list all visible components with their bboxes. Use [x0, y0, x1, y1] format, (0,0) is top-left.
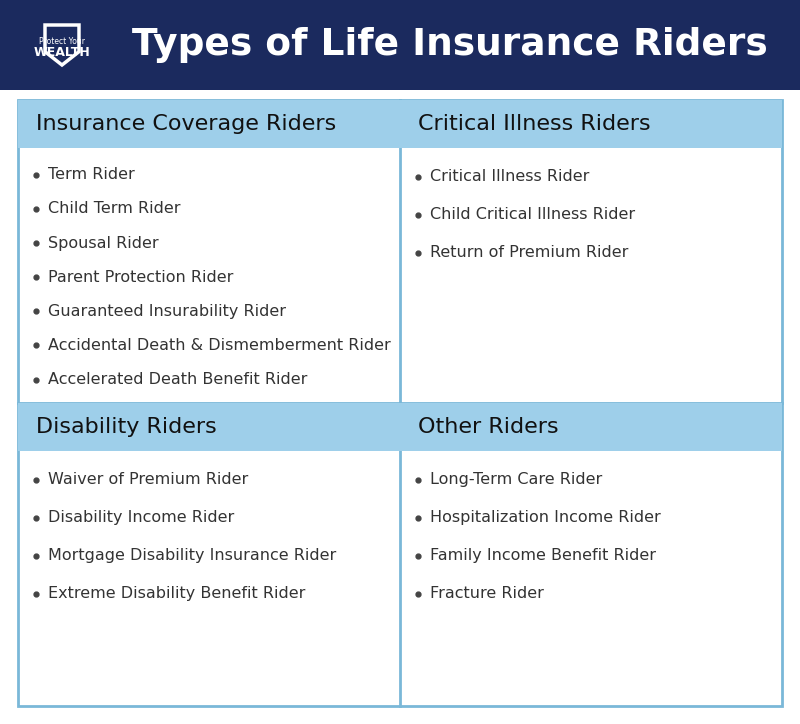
FancyBboxPatch shape — [400, 100, 782, 148]
Text: Guaranteed Insurability Rider: Guaranteed Insurability Rider — [48, 304, 286, 319]
FancyBboxPatch shape — [18, 100, 400, 148]
Text: Waiver of Premium Rider: Waiver of Premium Rider — [48, 472, 248, 487]
FancyBboxPatch shape — [18, 403, 400, 451]
Text: Child Term Rider: Child Term Rider — [48, 201, 181, 216]
Text: Return of Premium Rider: Return of Premium Rider — [430, 245, 628, 261]
Text: Mortgage Disability Insurance Rider: Mortgage Disability Insurance Rider — [48, 548, 336, 563]
FancyBboxPatch shape — [18, 100, 782, 706]
Text: Types of Life Insurance Riders: Types of Life Insurance Riders — [132, 27, 768, 63]
Text: Parent Protection Rider: Parent Protection Rider — [48, 270, 234, 285]
Text: Disability Riders: Disability Riders — [36, 417, 217, 437]
Text: Spousal Rider: Spousal Rider — [48, 235, 158, 251]
Text: Long-Term Care Rider: Long-Term Care Rider — [430, 472, 602, 487]
Text: Child Critical Illness Rider: Child Critical Illness Rider — [430, 207, 635, 222]
Text: Disability Income Rider: Disability Income Rider — [48, 510, 234, 526]
FancyBboxPatch shape — [400, 403, 782, 451]
Text: Accelerated Death Benefit Rider: Accelerated Death Benefit Rider — [48, 372, 307, 387]
Text: Protect Your: Protect Your — [39, 36, 85, 46]
Text: Extreme Disability Benefit Rider: Extreme Disability Benefit Rider — [48, 586, 306, 602]
FancyBboxPatch shape — [0, 0, 800, 90]
Text: Critical Illness Riders: Critical Illness Riders — [418, 114, 650, 134]
Text: Hospitalization Income Rider: Hospitalization Income Rider — [430, 510, 661, 526]
Text: Family Income Benefit Rider: Family Income Benefit Rider — [430, 548, 656, 563]
Text: Insurance Coverage Riders: Insurance Coverage Riders — [36, 114, 336, 134]
Text: Other Riders: Other Riders — [418, 417, 558, 437]
Text: Term Rider: Term Rider — [48, 167, 134, 182]
Text: WEALTH: WEALTH — [34, 46, 90, 59]
Text: Fracture Rider: Fracture Rider — [430, 586, 544, 602]
Text: Accidental Death & Dismemberment Rider: Accidental Death & Dismemberment Rider — [48, 338, 390, 353]
Text: Critical Illness Rider: Critical Illness Rider — [430, 169, 590, 185]
